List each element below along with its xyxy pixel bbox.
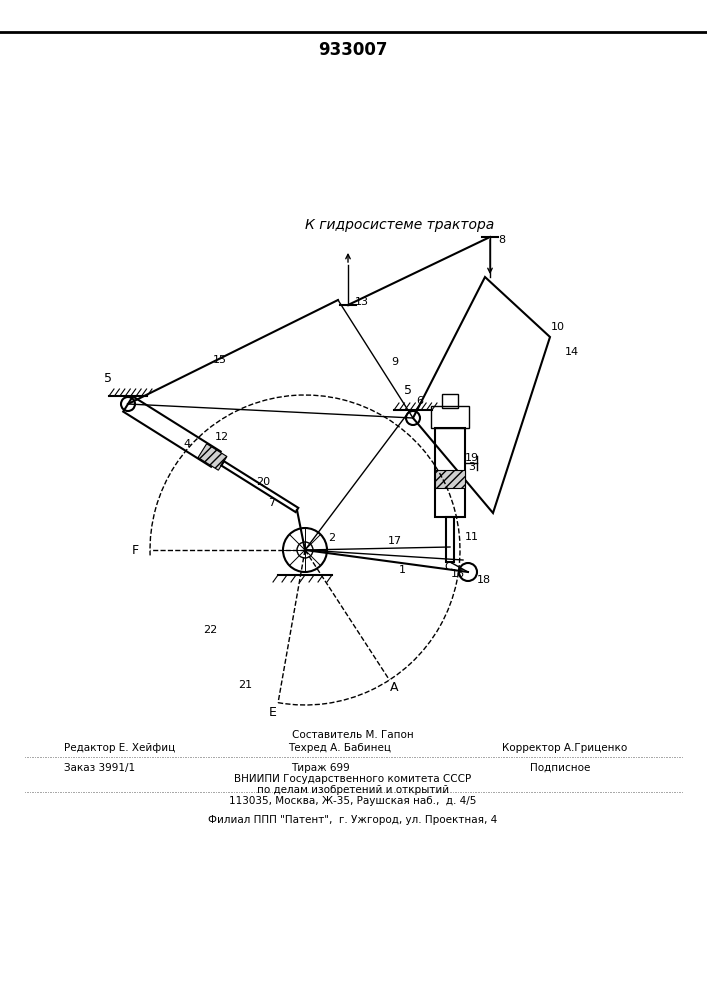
- Text: 3: 3: [469, 462, 476, 472]
- Text: Редактор Е. Хейфиц: Редактор Е. Хейфиц: [64, 743, 175, 753]
- Text: 12: 12: [215, 432, 229, 442]
- Text: 7: 7: [269, 498, 276, 508]
- Text: 5: 5: [404, 383, 412, 396]
- Text: 4: 4: [183, 439, 191, 449]
- Text: 16: 16: [451, 569, 465, 579]
- Text: 15: 15: [213, 355, 227, 365]
- Text: 10: 10: [551, 322, 565, 332]
- Text: 18: 18: [477, 575, 491, 585]
- Text: 8: 8: [498, 235, 506, 245]
- Text: 21: 21: [238, 680, 252, 690]
- Text: Филиал ППП "Патент",  г. Ужгород, ул. Проектная, 4: Филиал ППП "Патент", г. Ужгород, ул. Про…: [209, 815, 498, 825]
- Bar: [442, 394, 458, 408]
- Text: Техред А. Бабинец: Техред А. Бабинец: [288, 743, 392, 753]
- Text: A: A: [390, 681, 399, 694]
- Text: 1: 1: [399, 565, 406, 575]
- Text: ВНИИПИ Государственного комитета СССР: ВНИИПИ Государственного комитета СССР: [235, 774, 472, 784]
- Text: Заказ 3991/1: Заказ 3991/1: [64, 763, 136, 773]
- Text: 14: 14: [565, 347, 579, 357]
- Text: F: F: [132, 544, 139, 556]
- Text: Корректор А.Гриценко: Корректор А.Гриценко: [503, 743, 628, 753]
- Text: 113035, Москва, Ж-35, Раушская наб.,  д. 4/5: 113035, Москва, Ж-35, Раушская наб., д. …: [229, 796, 477, 806]
- Text: Составитель М. Гапон: Составитель М. Гапон: [292, 730, 414, 740]
- Text: Подписное: Подписное: [530, 763, 590, 773]
- Text: 6: 6: [416, 396, 423, 406]
- Text: 5: 5: [104, 372, 112, 385]
- Text: 933007: 933007: [318, 41, 387, 59]
- Text: C: C: [444, 562, 452, 572]
- Text: E: E: [269, 706, 277, 719]
- Text: 13: 13: [355, 297, 369, 307]
- Bar: [446, 517, 454, 562]
- Text: К гидросистеме трактора: К гидросистеме трактора: [305, 218, 495, 232]
- Polygon shape: [198, 444, 227, 470]
- Text: 9: 9: [392, 357, 399, 367]
- Bar: [435, 428, 465, 517]
- Text: 20: 20: [256, 477, 270, 487]
- Text: 17: 17: [388, 536, 402, 546]
- Text: 2: 2: [329, 533, 336, 543]
- Text: 19: 19: [465, 453, 479, 463]
- Text: 22: 22: [203, 625, 217, 635]
- Text: по делам изобретений и открытий: по делам изобретений и открытий: [257, 785, 449, 795]
- Bar: [431, 406, 469, 428]
- Text: Тираж 699: Тираж 699: [291, 763, 349, 773]
- Bar: [435, 470, 465, 488]
- Text: 11: 11: [465, 532, 479, 542]
